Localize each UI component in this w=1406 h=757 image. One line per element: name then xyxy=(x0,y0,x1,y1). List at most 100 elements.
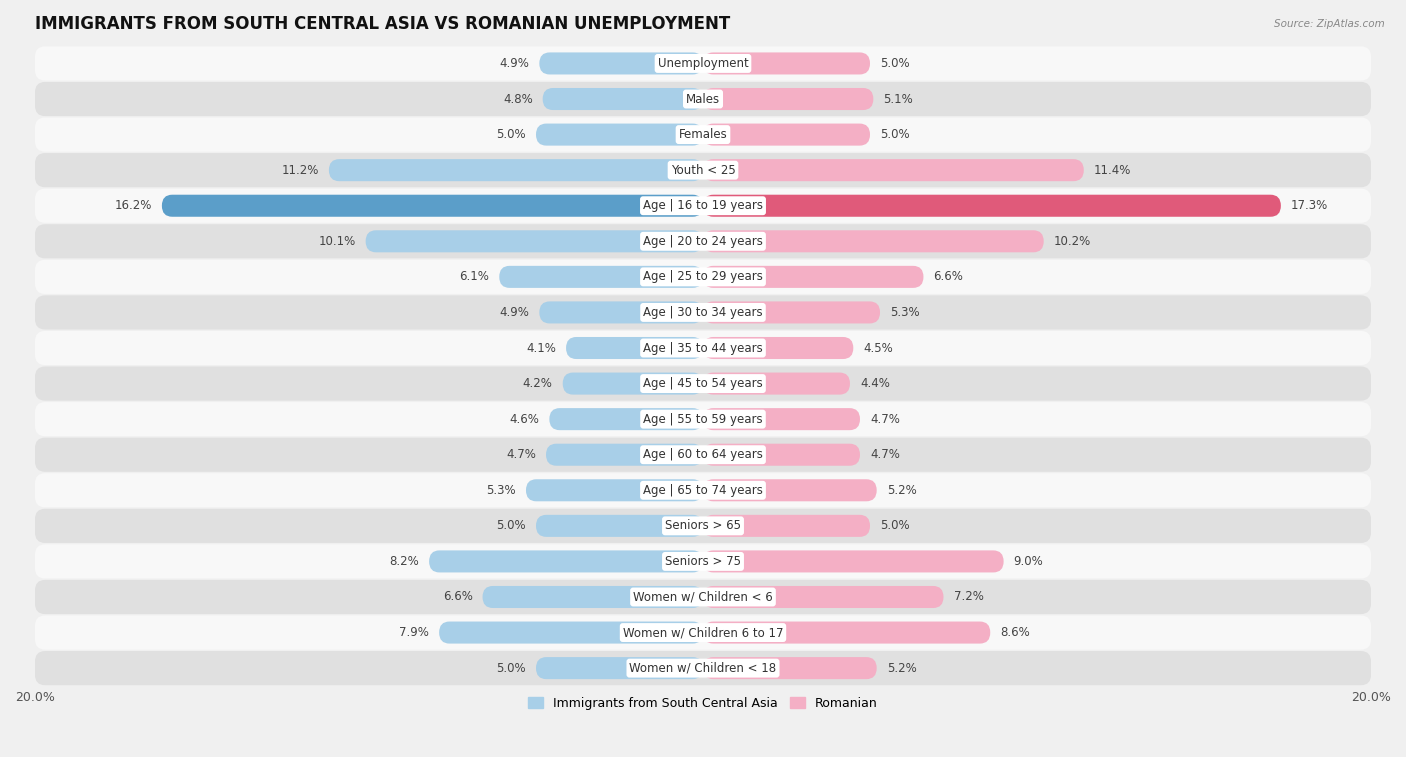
Text: 4.8%: 4.8% xyxy=(503,92,533,105)
FancyBboxPatch shape xyxy=(703,515,870,537)
Text: IMMIGRANTS FROM SOUTH CENTRAL ASIA VS ROMANIAN UNEMPLOYMENT: IMMIGRANTS FROM SOUTH CENTRAL ASIA VS RO… xyxy=(35,15,730,33)
FancyBboxPatch shape xyxy=(35,82,1371,116)
FancyBboxPatch shape xyxy=(703,230,1043,252)
FancyBboxPatch shape xyxy=(162,195,703,217)
Text: 4.1%: 4.1% xyxy=(526,341,555,354)
Text: Unemployment: Unemployment xyxy=(658,57,748,70)
FancyBboxPatch shape xyxy=(703,301,880,323)
Legend: Immigrants from South Central Asia, Romanian: Immigrants from South Central Asia, Roma… xyxy=(523,692,883,715)
Text: Age | 25 to 29 years: Age | 25 to 29 years xyxy=(643,270,763,283)
Text: 5.0%: 5.0% xyxy=(496,519,526,532)
FancyBboxPatch shape xyxy=(703,52,870,74)
Text: 5.2%: 5.2% xyxy=(887,484,917,497)
FancyBboxPatch shape xyxy=(703,586,943,608)
FancyBboxPatch shape xyxy=(35,509,1371,543)
FancyBboxPatch shape xyxy=(543,88,703,110)
FancyBboxPatch shape xyxy=(35,580,1371,614)
FancyBboxPatch shape xyxy=(35,117,1371,151)
FancyBboxPatch shape xyxy=(35,438,1371,472)
FancyBboxPatch shape xyxy=(703,123,870,145)
Text: 5.0%: 5.0% xyxy=(880,128,910,141)
Text: 4.6%: 4.6% xyxy=(509,413,540,425)
Text: 16.2%: 16.2% xyxy=(114,199,152,212)
Text: 5.3%: 5.3% xyxy=(486,484,516,497)
Text: Age | 55 to 59 years: Age | 55 to 59 years xyxy=(643,413,763,425)
FancyBboxPatch shape xyxy=(35,651,1371,685)
Text: Source: ZipAtlas.com: Source: ZipAtlas.com xyxy=(1274,19,1385,29)
FancyBboxPatch shape xyxy=(429,550,703,572)
Text: Age | 20 to 24 years: Age | 20 to 24 years xyxy=(643,235,763,248)
Text: 5.0%: 5.0% xyxy=(880,519,910,532)
FancyBboxPatch shape xyxy=(526,479,703,501)
FancyBboxPatch shape xyxy=(35,473,1371,507)
FancyBboxPatch shape xyxy=(703,657,877,679)
Text: 4.7%: 4.7% xyxy=(870,413,900,425)
Text: 11.4%: 11.4% xyxy=(1094,164,1132,176)
Text: 4.9%: 4.9% xyxy=(499,306,529,319)
FancyBboxPatch shape xyxy=(540,301,703,323)
FancyBboxPatch shape xyxy=(35,615,1371,650)
Text: Women w/ Children < 6: Women w/ Children < 6 xyxy=(633,590,773,603)
FancyBboxPatch shape xyxy=(536,123,703,145)
Text: Age | 35 to 44 years: Age | 35 to 44 years xyxy=(643,341,763,354)
FancyBboxPatch shape xyxy=(366,230,703,252)
Text: 4.4%: 4.4% xyxy=(860,377,890,390)
Text: 6.1%: 6.1% xyxy=(460,270,489,283)
Text: 10.2%: 10.2% xyxy=(1053,235,1091,248)
Text: 10.1%: 10.1% xyxy=(318,235,356,248)
FancyBboxPatch shape xyxy=(329,159,703,181)
Text: 7.9%: 7.9% xyxy=(399,626,429,639)
FancyBboxPatch shape xyxy=(540,52,703,74)
FancyBboxPatch shape xyxy=(703,159,1084,181)
Text: 5.0%: 5.0% xyxy=(496,662,526,674)
Text: 6.6%: 6.6% xyxy=(934,270,963,283)
FancyBboxPatch shape xyxy=(35,295,1371,329)
FancyBboxPatch shape xyxy=(35,331,1371,365)
FancyBboxPatch shape xyxy=(35,366,1371,400)
Text: Age | 16 to 19 years: Age | 16 to 19 years xyxy=(643,199,763,212)
FancyBboxPatch shape xyxy=(35,188,1371,223)
Text: Age | 65 to 74 years: Age | 65 to 74 years xyxy=(643,484,763,497)
Text: 5.0%: 5.0% xyxy=(880,57,910,70)
FancyBboxPatch shape xyxy=(703,621,990,643)
FancyBboxPatch shape xyxy=(567,337,703,359)
FancyBboxPatch shape xyxy=(703,337,853,359)
FancyBboxPatch shape xyxy=(703,479,877,501)
Text: Age | 30 to 34 years: Age | 30 to 34 years xyxy=(643,306,763,319)
FancyBboxPatch shape xyxy=(35,544,1371,578)
Text: 7.2%: 7.2% xyxy=(953,590,983,603)
Text: Seniors > 65: Seniors > 65 xyxy=(665,519,741,532)
Text: 8.6%: 8.6% xyxy=(1000,626,1031,639)
Text: 5.3%: 5.3% xyxy=(890,306,920,319)
FancyBboxPatch shape xyxy=(499,266,703,288)
Text: 17.3%: 17.3% xyxy=(1291,199,1329,212)
FancyBboxPatch shape xyxy=(703,408,860,430)
Text: 5.1%: 5.1% xyxy=(883,92,912,105)
Text: 11.2%: 11.2% xyxy=(281,164,319,176)
FancyBboxPatch shape xyxy=(536,657,703,679)
Text: Seniors > 75: Seniors > 75 xyxy=(665,555,741,568)
FancyBboxPatch shape xyxy=(703,195,1281,217)
FancyBboxPatch shape xyxy=(35,153,1371,187)
FancyBboxPatch shape xyxy=(703,372,851,394)
FancyBboxPatch shape xyxy=(35,224,1371,258)
FancyBboxPatch shape xyxy=(35,402,1371,436)
Text: Females: Females xyxy=(679,128,727,141)
Text: 4.2%: 4.2% xyxy=(523,377,553,390)
FancyBboxPatch shape xyxy=(703,444,860,466)
FancyBboxPatch shape xyxy=(536,515,703,537)
Text: 4.9%: 4.9% xyxy=(499,57,529,70)
Text: Males: Males xyxy=(686,92,720,105)
Text: Age | 60 to 64 years: Age | 60 to 64 years xyxy=(643,448,763,461)
Text: 5.2%: 5.2% xyxy=(887,662,917,674)
Text: 6.6%: 6.6% xyxy=(443,590,472,603)
FancyBboxPatch shape xyxy=(703,266,924,288)
FancyBboxPatch shape xyxy=(35,260,1371,294)
FancyBboxPatch shape xyxy=(703,88,873,110)
FancyBboxPatch shape xyxy=(546,444,703,466)
Text: 4.7%: 4.7% xyxy=(506,448,536,461)
FancyBboxPatch shape xyxy=(562,372,703,394)
Text: 4.5%: 4.5% xyxy=(863,341,893,354)
Text: Women w/ Children 6 to 17: Women w/ Children 6 to 17 xyxy=(623,626,783,639)
Text: 8.2%: 8.2% xyxy=(389,555,419,568)
